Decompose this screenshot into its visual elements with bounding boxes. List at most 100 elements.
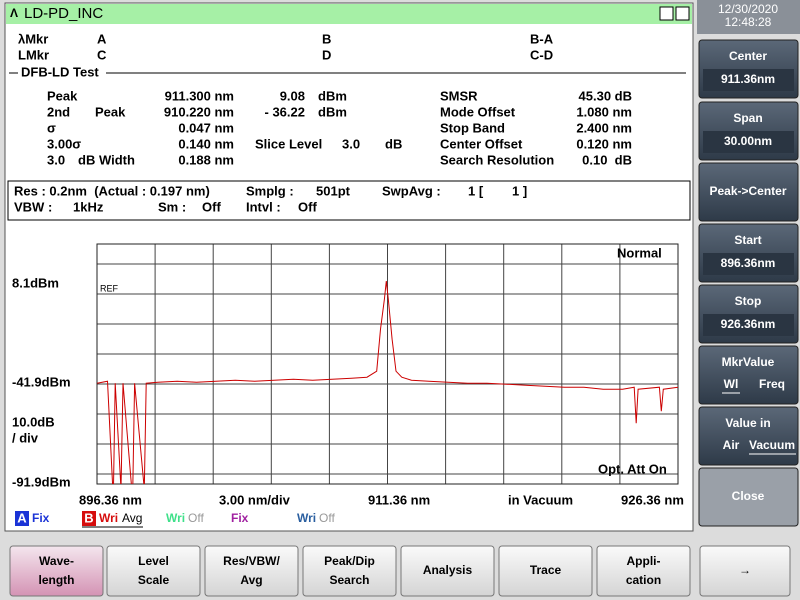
side-button-value-bg — [703, 131, 794, 153]
side-button-label: Stop — [735, 294, 762, 308]
side-button[interactable] — [698, 162, 799, 222]
side-button-label: Close — [732, 489, 765, 503]
menu-button-label: → — [739, 563, 751, 577]
menu-button-label: Peak/Dip — [324, 554, 375, 568]
marker-label: C — [97, 47, 107, 62]
trace-a-state: Fix — [32, 511, 50, 525]
window-title: LD-PD_INC — [24, 5, 103, 22]
side-button-value: 30.00nm — [724, 134, 772, 148]
side-button-label: Center — [729, 49, 767, 63]
menu-button-label: length — [39, 573, 75, 587]
side-button-label: Span — [733, 111, 762, 125]
result-value: 0.188 nm — [178, 152, 234, 167]
menu-button[interactable] — [498, 545, 593, 597]
x-label: 3.00 nm/div — [219, 492, 291, 507]
menu-button[interactable] — [204, 545, 299, 597]
bottom-level: -91.9dBm — [12, 474, 71, 489]
side-button-value-bg — [703, 314, 794, 336]
trace-status: A Fix B Wri Avg Wri Off Fix Wri Off — [15, 510, 335, 528]
result-label: Peak — [95, 104, 126, 119]
setting: 1 ] — [512, 183, 527, 198]
side-button-value: 896.36nm — [721, 256, 776, 270]
settings: Res : 0.2nm (Actual : 0.197 nm) Smplg : … — [14, 183, 527, 214]
result-label: SMSR — [440, 88, 478, 103]
plot-frame — [96, 243, 679, 485]
result-value: 3.0 — [342, 136, 360, 151]
result-value: 1.080 nm — [576, 104, 632, 119]
side-button-value-bg — [703, 69, 794, 91]
result-label: 2nd — [47, 104, 70, 119]
setting: Res : 0.2nm (Actual : 0.197 nm) — [14, 183, 210, 198]
side-button-option: Wl — [724, 377, 739, 391]
marker-label: A — [97, 31, 107, 46]
setting: 1kHz — [73, 199, 104, 214]
setting: Off — [202, 199, 221, 214]
setting: 1 [ — [468, 183, 484, 198]
result-value: 45.30 dB — [579, 88, 632, 103]
result-value: 0.140 nm — [178, 136, 234, 151]
x-label: 926.36 nm — [621, 492, 684, 507]
minimize-button[interactable] — [659, 6, 674, 21]
menu-button[interactable] — [400, 545, 495, 597]
trace-e-mode: Off — [319, 511, 335, 525]
side-button[interactable] — [698, 345, 799, 405]
results: Peak 911.300 nm 9.08 dBm SMSR 45.30 dB 2… — [47, 88, 632, 167]
setting: SwpAvg : — [382, 183, 441, 198]
menu-button[interactable] — [596, 545, 691, 597]
ref-level: 8.1dBm — [12, 275, 59, 290]
result-value: - 36.22 — [265, 104, 305, 119]
trace-b-badge[interactable] — [82, 511, 96, 526]
marker-label: λMkr — [18, 31, 48, 46]
clock-time: 12:48:28 — [725, 15, 772, 29]
result-label: Peak — [47, 88, 78, 103]
plot-mode: Normal — [617, 245, 662, 260]
menu-button-label: Level — [138, 554, 169, 568]
menu-button[interactable] — [106, 545, 201, 597]
menu-button[interactable] — [9, 545, 104, 597]
result-label: σ — [47, 120, 56, 135]
x-label: in Vacuum — [508, 492, 573, 507]
trace-b-state: Wri — [99, 511, 118, 525]
ref-marker: REF — [100, 283, 119, 293]
marker-label: LMkr — [18, 47, 49, 62]
setting: VBW : — [14, 199, 52, 214]
result-unit: dBm — [318, 88, 347, 103]
side-button-label: Start — [734, 233, 761, 247]
side-button-option: Air — [723, 438, 740, 452]
x-label: 911.36 nm — [368, 492, 430, 507]
side-button-label: Peak->Center — [709, 184, 786, 198]
spectrum-trace — [97, 280, 678, 484]
side-button[interactable] — [698, 467, 799, 527]
main-window — [4, 2, 694, 532]
trace-e-state: Wri — [297, 511, 316, 525]
trace-d-state: Fix — [231, 511, 249, 525]
setting: Sm : — [158, 199, 186, 214]
trace-c-mode: Off — [188, 511, 204, 525]
result-label: Search Resolution — [440, 152, 554, 167]
trace-a-badge[interactable] — [15, 511, 29, 526]
mid-level: -41.9dBm — [12, 374, 71, 389]
menu-button[interactable] — [302, 545, 397, 597]
scale-label: 10.0dB — [12, 414, 55, 429]
side-button[interactable] — [698, 406, 799, 466]
setting: Intvl : — [246, 199, 281, 214]
trace-b-letter: B — [84, 510, 93, 525]
menu-button-label: Analysis — [423, 563, 473, 577]
side-button-label: MkrValue — [722, 355, 775, 369]
clock-panel — [697, 0, 800, 34]
title-icon: Λ — [10, 6, 18, 20]
x-label: 896.36 nm — [79, 492, 142, 507]
setting: 501pt — [316, 183, 351, 198]
maximize-button[interactable] — [675, 6, 690, 21]
scale-label: / div — [12, 430, 39, 445]
menu-button[interactable] — [699, 545, 791, 597]
result-value: 910.220 nm — [164, 104, 234, 119]
menu-button-label: Scale — [138, 573, 170, 587]
settings-box — [7, 180, 691, 221]
result-value: 2.400 nm — [576, 120, 632, 135]
section-title: DFB-LD Test — [21, 64, 99, 79]
menu-button-label: Avg — [240, 573, 262, 587]
bottom-menu: Wave-length Level Scale Res/VBW/Avg Peak/Dip… — [9, 545, 791, 597]
marker-label: B-A — [530, 31, 554, 46]
trace-b-mode: Avg — [122, 511, 142, 525]
